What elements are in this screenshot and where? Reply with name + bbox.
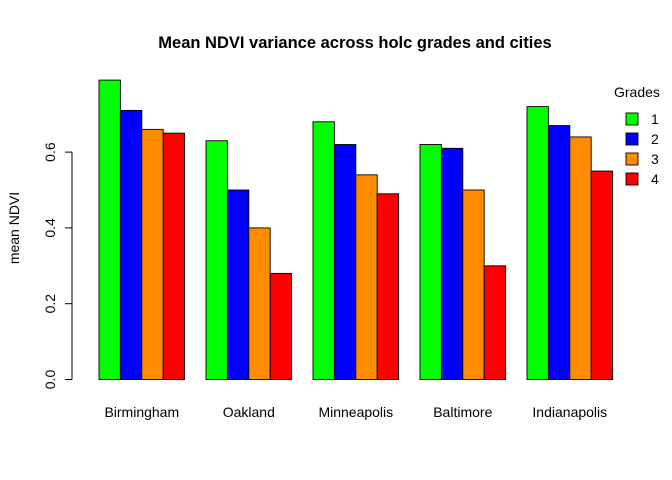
bar [355,174,378,380]
legend-label: 2 [651,131,659,147]
legend-swatch [625,172,639,186]
category-labels: Birmingham Oakland Minneapolis Baltimore Ind… [104,404,607,420]
bar [119,109,143,380]
bar [248,227,271,380]
category-label: Birmingham [104,404,179,420]
category-label: Minneapolis [318,404,393,420]
bar [440,147,464,380]
bar [141,128,164,380]
bar [376,193,400,380]
bar [569,136,592,380]
bar [547,125,571,380]
bar [312,121,335,380]
y-axis: 0.0 0.2 0.4 0.6 [42,142,73,390]
bar [483,265,507,380]
legend-item: 3 [625,151,659,167]
bar [590,170,614,380]
bar-group [526,106,614,380]
bar-group [419,144,507,380]
bar [226,189,250,380]
y-tick-label: 0.2 [42,294,58,314]
y-tick-label: 0.6 [42,142,58,162]
bars [98,79,614,380]
category-label: Indianapolis [532,404,607,420]
bar [205,140,228,380]
legend-item: 2 [625,131,659,147]
legend-item: 4 [625,171,659,187]
legend-swatch [625,112,639,126]
legend: Grades 1 2 3 4 [614,84,660,187]
legend-label: 1 [651,111,659,127]
category-label: Baltimore [433,404,492,420]
chart-title: Mean NDVI variance across holc grades an… [158,34,551,52]
legend-label: 3 [651,151,659,167]
bar [419,144,442,380]
bar [269,272,293,380]
bar [462,189,485,380]
bar [526,106,549,380]
legend-swatch [625,132,639,146]
bar [98,79,121,380]
y-tick-label: 0.4 [42,218,58,238]
legend-item: 1 [625,111,659,127]
bar [162,132,186,380]
bar-group [205,140,293,380]
y-tick-label: 0.0 [42,370,58,390]
category-label: Oakland [223,404,275,420]
bar-group [98,79,186,380]
y-axis-label: mean NDVI [6,192,22,264]
bar [333,144,357,380]
legend-title: Grades [614,84,660,100]
bar-group [312,121,400,380]
legend-swatch [625,152,639,166]
legend-label: 4 [651,171,659,187]
